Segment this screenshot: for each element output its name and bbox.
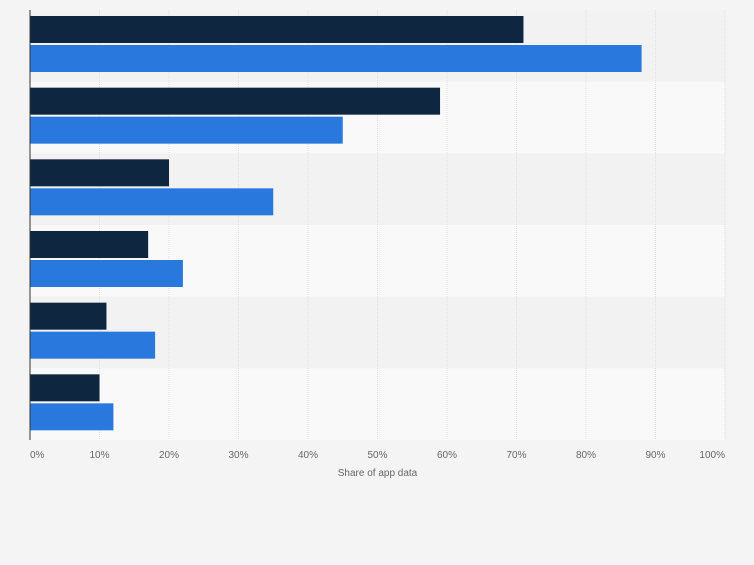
- x-tick-label: 100%: [699, 450, 725, 461]
- bar-series1-row3: [30, 159, 169, 187]
- x-tick-label: 50%: [367, 450, 387, 461]
- bar-series2-row5: [30, 331, 156, 359]
- x-tick-label: 0%: [30, 450, 45, 461]
- bar-series2-row2: [30, 116, 343, 144]
- bar-series1-row6: [30, 374, 100, 402]
- x-tick-label: 70%: [506, 450, 526, 461]
- x-axis-title: Share of app data: [338, 468, 418, 479]
- x-tick-label: 40%: [298, 450, 318, 461]
- x-tick-label: 20%: [159, 450, 179, 461]
- bar-series2-row1: [30, 45, 642, 72]
- x-tick-label: 90%: [645, 450, 665, 461]
- bar-series2-row3: [30, 188, 274, 216]
- x-tick-label: 60%: [437, 450, 457, 461]
- bar-series2-row4: [30, 260, 183, 287]
- bar-series1-row1: [30, 16, 524, 43]
- bar-series1-row2: [30, 87, 441, 115]
- x-tick-labels: 0% 10% 20% 30% 40% 50% 60% 70% 80% 90% 100%: [30, 450, 725, 461]
- x-tick-label: 80%: [576, 450, 596, 461]
- x-tick-label: 30%: [228, 450, 248, 461]
- bar-series1-row4: [30, 231, 149, 258]
- bars: [30, 16, 642, 431]
- bar-series2-row6: [30, 403, 114, 431]
- bar-series1-row5: [30, 302, 107, 330]
- x-tick-label: 10%: [89, 450, 109, 461]
